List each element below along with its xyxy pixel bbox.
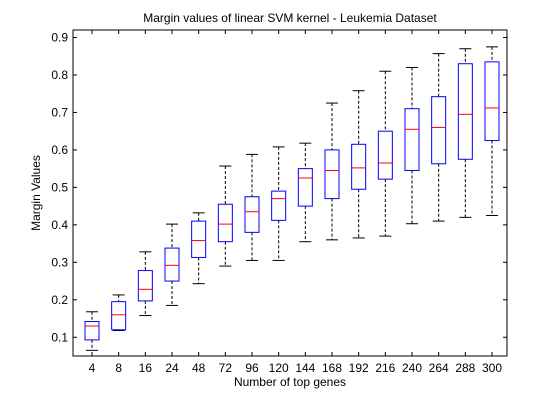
box-plot-168: [324, 102, 340, 241]
box-plot-8: [111, 294, 127, 332]
iqr-box: [457, 63, 473, 160]
y-tick-label: 0.6: [51, 143, 68, 157]
x-tick-label: 96: [245, 361, 259, 375]
y-tick-label: 0.3: [51, 255, 68, 269]
x-tick-label: 300: [482, 361, 502, 375]
x-tick-label: 216: [375, 361, 395, 375]
x-tick-label: 16: [139, 361, 153, 375]
x-tick-label: 120: [269, 361, 289, 375]
x-axis-label: Number of top genes: [234, 375, 346, 389]
y-axis: 0.1 0.2 0.3 0.4 0.5 0.6 0.7 0.8 0.9: [51, 30, 507, 344]
box-plot-240: [404, 66, 420, 225]
iqr-box: [271, 190, 287, 221]
x-tick-label: 192: [349, 361, 369, 375]
chart-title: Margin values of linear SVM kernel - Leu…: [143, 11, 437, 25]
x-tick-label: 72: [219, 361, 233, 375]
x-tick-label: 4: [89, 361, 96, 375]
iqr-box: [484, 61, 500, 142]
x-tick-label: 264: [429, 361, 449, 375]
y-tick-label: 0.7: [51, 105, 68, 119]
box-plot-96: [244, 153, 260, 261]
box-plot-264: [431, 53, 447, 222]
x-tick-label: 48: [192, 361, 206, 375]
x-axis: 4 8 16 24 48 72 96 120 144 168 192 216 240 264 288 300: [89, 30, 502, 375]
box-plot-288: [457, 48, 473, 218]
plot-area: [72, 29, 508, 357]
x-tick-label: 8: [115, 361, 122, 375]
y-tick-label: 0.9: [51, 30, 68, 44]
iqr-box: [137, 270, 153, 302]
iqr-box: [377, 130, 393, 180]
x-tick-label: 288: [455, 361, 475, 375]
iqr-box: [84, 321, 100, 341]
x-tick-label: 144: [295, 361, 315, 375]
box-plot-144: [297, 142, 313, 243]
iqr-box: [431, 96, 447, 165]
box-plot-16: [137, 251, 153, 317]
y-tick-label: 0.5: [51, 180, 68, 194]
box-plot-216: [377, 70, 393, 237]
chart-marks: [84, 46, 500, 351]
x-tick-label: 240: [402, 361, 422, 375]
iqr-box: [404, 108, 420, 172]
box-plot-120: [271, 146, 287, 261]
box-plot-300: [484, 46, 500, 216]
x-tick-label: 168: [322, 361, 342, 375]
iqr-box: [244, 196, 260, 233]
iqr-box: [164, 247, 180, 282]
y-axis-label: Margin Values: [29, 155, 43, 231]
box-plot-72: [217, 165, 233, 267]
iqr-box: [111, 301, 127, 331]
iqr-box: [324, 149, 340, 200]
iqr-box: [191, 220, 207, 258]
y-tick-label: 0.8: [51, 68, 68, 82]
y-tick-label: 0.1: [51, 330, 68, 344]
box-plot-4: [84, 311, 100, 351]
box-plot-192: [351, 90, 367, 239]
y-tick-label: 0.2: [51, 293, 68, 307]
box-plot-48: [191, 212, 207, 285]
y-tick-label: 0.4: [51, 218, 68, 232]
x-tick-label: 24: [165, 361, 179, 375]
box-plot-24: [164, 223, 180, 306]
iqr-box: [217, 203, 233, 243]
iqr-box: [351, 143, 367, 190]
iqr-box: [297, 168, 313, 207]
